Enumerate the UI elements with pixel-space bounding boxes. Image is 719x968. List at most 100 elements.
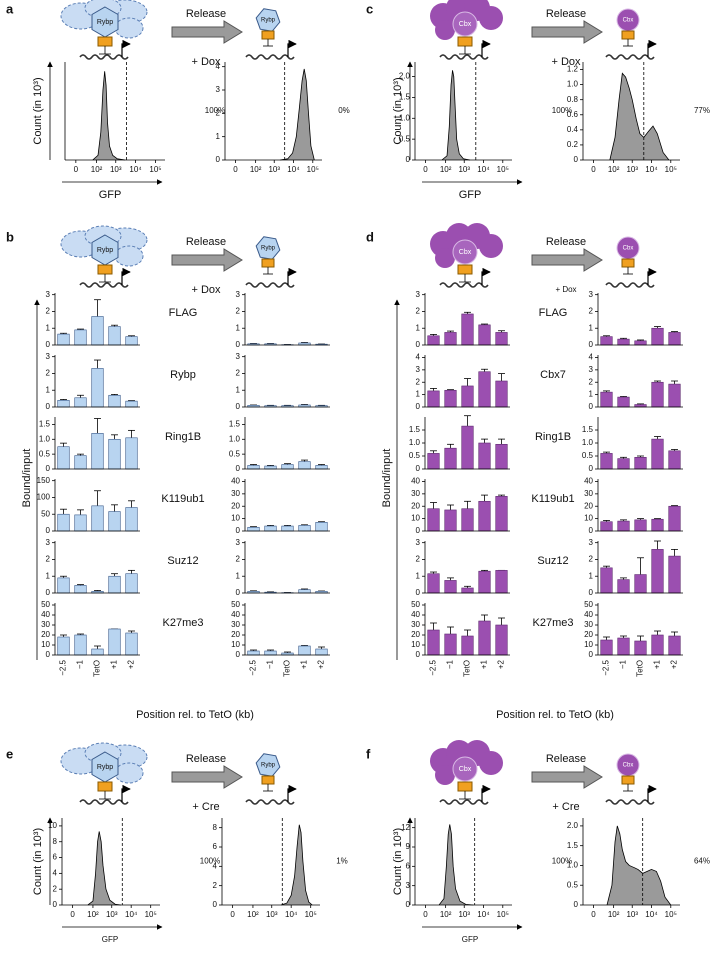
- x-tick-label: 10⁵: [497, 165, 509, 174]
- y-tick-label: 6: [406, 861, 411, 870]
- y-tick-label: 0: [213, 900, 218, 909]
- y-tick-label: 4: [216, 62, 221, 71]
- bar: [668, 450, 681, 470]
- y-tick-label: 40: [411, 610, 420, 619]
- bar: [125, 336, 138, 346]
- bar: [298, 525, 311, 532]
- chart-title: K119ub1: [531, 493, 574, 505]
- bar: [668, 635, 681, 656]
- x-tick-label: 0: [74, 165, 79, 174]
- x-tick-label: 10³: [266, 910, 278, 919]
- bar: [478, 500, 491, 532]
- bar: [495, 443, 508, 470]
- x-tick-label: 10²: [440, 165, 452, 174]
- released-icon: [253, 749, 283, 792]
- y-tick-label: 2: [589, 307, 594, 316]
- bar: [461, 587, 474, 594]
- histogram-line: [441, 70, 471, 161]
- bar: [444, 389, 457, 408]
- x-tick-label: 10³: [268, 165, 280, 174]
- bar: [57, 577, 70, 594]
- bar: [74, 329, 87, 346]
- histogram-line: [279, 68, 315, 161]
- y-tick-label: 0.5: [39, 449, 51, 458]
- panel-letter: b: [6, 229, 14, 244]
- y-tick-label: 2.0: [399, 72, 411, 81]
- x-tick-label: 0: [591, 910, 596, 919]
- y-tick-label: 3: [589, 290, 594, 299]
- bar: [91, 505, 104, 532]
- x-tick-label: 10³: [626, 165, 638, 174]
- y-tick-label: 8: [213, 823, 218, 832]
- y-tick-label: 1.0: [39, 434, 51, 443]
- y-axis-label: Bound/input: [21, 449, 33, 508]
- released-icon: [253, 232, 283, 275]
- histogram-fill: [607, 825, 671, 905]
- y-tick-label: 0: [236, 464, 241, 473]
- y-tick-label: 2: [213, 881, 218, 890]
- chart-title: Rybp: [170, 369, 196, 381]
- bar: [600, 521, 613, 532]
- y-tick-label: 0.4: [567, 125, 579, 134]
- y-tick-label: 3: [236, 290, 241, 299]
- bar: [57, 333, 70, 346]
- y-tick-label: 0: [416, 526, 421, 535]
- bar: [478, 442, 491, 470]
- y-tick-label: 0.5: [582, 451, 594, 460]
- x-tick-label: +2: [317, 659, 326, 669]
- x-tick-label: TetO: [283, 660, 292, 677]
- y-tick-label: 10: [41, 640, 50, 649]
- x-tick-label: TetO: [93, 660, 102, 677]
- panel-letter: f: [366, 746, 371, 761]
- histogram-line: [438, 824, 474, 906]
- y-tick-label: 0.5: [229, 449, 241, 458]
- y-tick-label: 1.0: [229, 434, 241, 443]
- histogram-fill: [87, 831, 121, 905]
- x-tick-label: +1: [300, 659, 309, 669]
- bar: [651, 438, 664, 470]
- bar: [125, 632, 138, 656]
- panel-letter: c: [366, 1, 373, 16]
- y-tick-label: 0: [236, 340, 241, 349]
- bar: [634, 456, 647, 470]
- bar: [634, 640, 647, 656]
- y-tick-label: 8: [53, 837, 58, 846]
- released-icon: [616, 236, 640, 275]
- bar: [427, 573, 440, 594]
- x-tick-label: 10⁵: [145, 910, 157, 919]
- protein-label: Cbx: [623, 763, 634, 769]
- y-tick-label: 1.5: [409, 425, 421, 434]
- y-tick-label: 2.0: [567, 821, 579, 830]
- bar: [495, 624, 508, 656]
- complex-icon: [60, 0, 148, 55]
- bar: [668, 555, 681, 594]
- y-tick-label: 0: [589, 402, 594, 411]
- y-tick-label: 50: [231, 600, 240, 609]
- x-tick-label: 0: [591, 165, 596, 174]
- x-tick-label: 10²: [608, 910, 620, 919]
- x-axis-label: GFP: [462, 935, 478, 944]
- y-tick-label: 3: [416, 538, 421, 547]
- x-tick-label: 10⁵: [497, 910, 509, 919]
- y-tick-label: 20: [584, 630, 593, 639]
- bar: [600, 639, 613, 656]
- y-tick-label: 0: [574, 155, 579, 164]
- histogram-fill: [280, 824, 313, 905]
- x-tick-label: TetO: [463, 660, 472, 677]
- released-icon: [616, 753, 640, 792]
- y-tick-label: 40: [231, 477, 240, 486]
- y-tick-label: 20: [411, 501, 420, 510]
- x-tick-label: 0: [423, 910, 428, 919]
- y-tick-label: 12: [401, 823, 410, 832]
- complex-icon: [60, 742, 148, 800]
- bar: [600, 567, 613, 594]
- y-tick-label: 10: [231, 514, 240, 523]
- protein-label: Rybp: [261, 763, 276, 769]
- bar: [495, 570, 508, 594]
- y-tick-label: 0: [589, 464, 594, 473]
- bar: [634, 519, 647, 532]
- bar: [617, 338, 630, 346]
- bar: [617, 458, 630, 470]
- y-tick-label: 50: [41, 600, 50, 609]
- bar: [298, 461, 311, 470]
